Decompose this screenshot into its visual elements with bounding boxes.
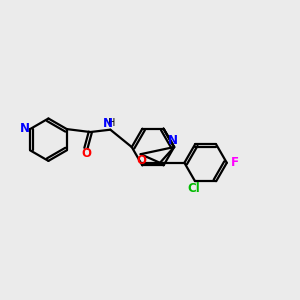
- Text: O: O: [137, 154, 147, 167]
- Text: N: N: [102, 117, 112, 130]
- Text: O: O: [81, 147, 91, 160]
- Text: F: F: [231, 156, 239, 169]
- Text: N: N: [168, 134, 178, 147]
- Text: H: H: [108, 118, 116, 128]
- Text: N: N: [20, 122, 30, 135]
- Text: Cl: Cl: [187, 182, 200, 195]
